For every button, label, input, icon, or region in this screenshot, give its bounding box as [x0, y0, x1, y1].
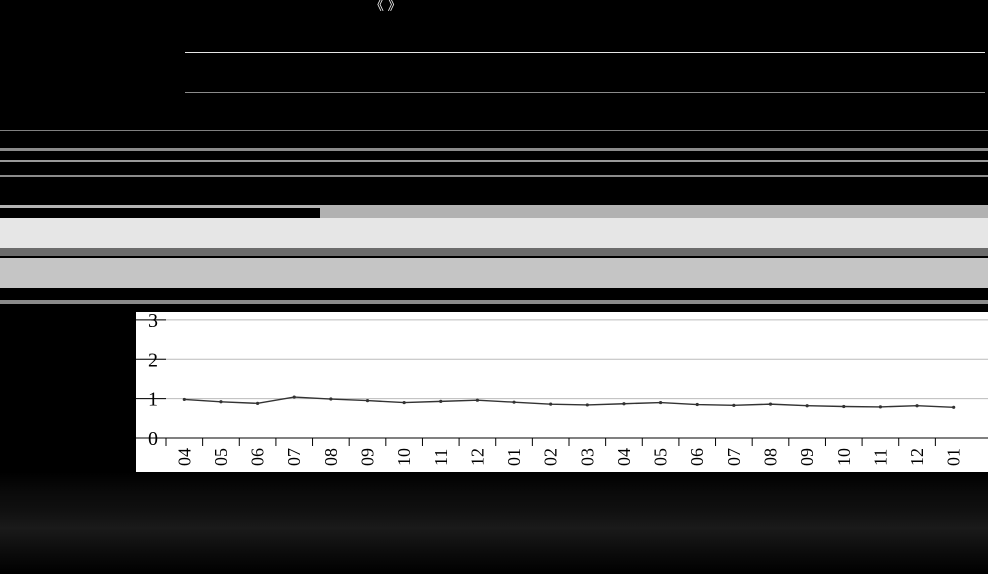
data-point: [365, 398, 370, 403]
glitch-streak: [0, 175, 988, 177]
x-tick-label: 01: [944, 448, 964, 466]
x-tick-label: 04: [614, 448, 634, 466]
x-tick-label: 05: [211, 448, 231, 466]
x-tick-label: 03: [577, 448, 597, 466]
x-tick-label: 07: [724, 448, 744, 466]
series-line: [184, 396, 954, 408]
x-tick-label: 09: [358, 448, 378, 466]
x-tick-label: 09: [797, 448, 817, 466]
data-point: [585, 403, 589, 407]
plot-area: [136, 312, 988, 472]
y-tick-label: 1: [148, 389, 158, 411]
data-point: [878, 405, 883, 409]
data-point: [255, 401, 260, 405]
distorted-lower-region: [0, 472, 988, 574]
x-tick-label: 07: [284, 448, 304, 466]
chart-title: 《 》: [370, 0, 402, 14]
glitch-band: [0, 258, 988, 288]
data-point: [658, 400, 663, 405]
glitch-streak: [0, 148, 988, 151]
glitch-streak: [0, 160, 988, 162]
data-point: [622, 402, 626, 406]
x-tick-label: 08: [761, 448, 781, 466]
glitch-band: [320, 208, 988, 218]
x-tick-label: 02: [541, 448, 561, 466]
x-tick-label: 06: [248, 448, 268, 466]
y-tick-label: 2: [148, 349, 158, 371]
data-point: [402, 400, 406, 405]
data-point: [915, 404, 919, 408]
distorted-upper-region: 《 》: [0, 0, 988, 304]
data-point: [512, 400, 516, 404]
y-tick-label: 3: [148, 310, 158, 332]
x-tick-label: 06: [687, 448, 707, 466]
x-tick-label: 04: [174, 448, 194, 466]
data-point: [292, 395, 296, 399]
data-point: [805, 404, 809, 408]
y-tick-label: 0: [148, 428, 158, 450]
data-point: [768, 402, 773, 406]
x-tick-label: 08: [321, 448, 341, 466]
x-tick-label: 12: [467, 448, 487, 466]
glitch-streak: [0, 130, 988, 131]
x-tick-label: 10: [834, 448, 854, 466]
x-tick-label: 10: [394, 448, 414, 466]
glitch-band: [0, 248, 988, 256]
x-tick-label: 05: [651, 448, 671, 466]
glitch-streak: [0, 205, 988, 208]
glitch-streak: [185, 52, 985, 53]
data-point: [952, 405, 956, 409]
glitch-streak: [185, 92, 985, 93]
data-point: [549, 402, 553, 406]
data-point: [475, 398, 480, 402]
data-point: [695, 402, 699, 407]
x-tick-label: 12: [907, 448, 927, 466]
data-point: [329, 397, 333, 401]
glitch-streak: [0, 300, 988, 304]
data-point: [219, 400, 223, 404]
x-tick-label: 01: [504, 448, 524, 466]
data-point: [842, 404, 846, 409]
glitch-band: [0, 218, 988, 248]
data-point: [182, 397, 186, 402]
data-point: [732, 403, 736, 407]
x-tick-label: 11: [431, 449, 451, 466]
x-tick-label: 11: [870, 449, 890, 466]
data-point: [439, 399, 443, 403]
